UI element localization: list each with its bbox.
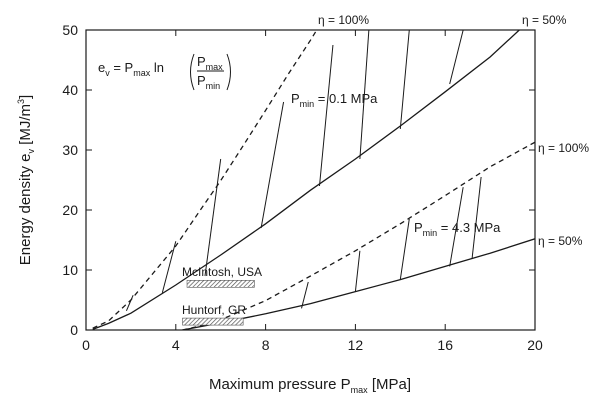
hatch-line-group2-3 <box>399 218 410 280</box>
y-tick-label: 10 <box>62 262 78 278</box>
hatch-line-group1-2 <box>161 241 177 293</box>
annotation-bar-1 <box>186 279 255 288</box>
y-tick-label: 50 <box>62 22 78 38</box>
x-axis-title: Maximum pressure Pmax [MPa] <box>209 376 411 395</box>
y-tick-label: 30 <box>62 142 78 158</box>
plot-area <box>92 30 535 330</box>
hatch-line-group1-5 <box>318 44 334 187</box>
eta50-label-group1: η = 50% <box>522 13 567 27</box>
x-tick-label: 16 <box>437 337 453 353</box>
series-line-group2-eta100 <box>182 141 535 330</box>
x-tick-label: 0 <box>82 337 90 353</box>
eta100-label-group2: η = 100% <box>538 141 589 155</box>
hatch-line-group1-6 <box>359 30 370 160</box>
hatch-line-group2-5 <box>471 176 482 259</box>
hatch-line-group2-2 <box>354 250 361 292</box>
hatch-line-group1-4 <box>260 101 285 229</box>
x-tick-label: 20 <box>527 337 543 353</box>
eta50-label-group2: η = 50% <box>538 234 583 248</box>
hatch-line-group2-1 <box>301 281 309 309</box>
x-tick-label: 8 <box>262 337 270 353</box>
hatch-line-group1-3 <box>204 158 222 277</box>
x-tick-label: 12 <box>348 337 364 353</box>
axes: 0 4 8 12 16 20 0 10 20 30 40 50 <box>62 22 543 353</box>
hatch-line-group1-1 <box>125 295 134 311</box>
pmin-label-group1: Pmin = 0.1 MPa <box>291 91 378 109</box>
y-axis-title: Energy density ev [MJ/m3] <box>16 95 36 265</box>
series-line-group1-eta50 <box>92 30 520 330</box>
y-tick-label: 0 <box>70 322 78 338</box>
hatch-line-group2-4 <box>449 187 464 267</box>
annotation-huntorf: Huntorf, GR <box>182 303 246 317</box>
eta100-label-group1: η = 100% <box>318 13 369 27</box>
formula: ev = Pmax ln Pmax Pmin <box>98 53 231 91</box>
svg-text:ev = Pmax ln: ev = Pmax ln <box>98 60 164 78</box>
annotation-bar-2 <box>182 317 244 326</box>
hatch-line-group1-7 <box>399 30 410 130</box>
plot-frame <box>85 29 536 331</box>
x-tick-label: 4 <box>172 337 180 353</box>
annotation-mcintosh: McIntosh, USA <box>182 265 262 279</box>
pmin-label-group2: Pmin = 4.3 MPa <box>414 220 501 238</box>
y-tick-label: 40 <box>62 82 78 98</box>
svg-text:Pmin: Pmin <box>197 73 220 91</box>
svg-text:Pmax: Pmax <box>197 54 223 72</box>
hatch-line-group1-8 <box>449 30 464 85</box>
y-tick-label: 20 <box>62 202 78 218</box>
